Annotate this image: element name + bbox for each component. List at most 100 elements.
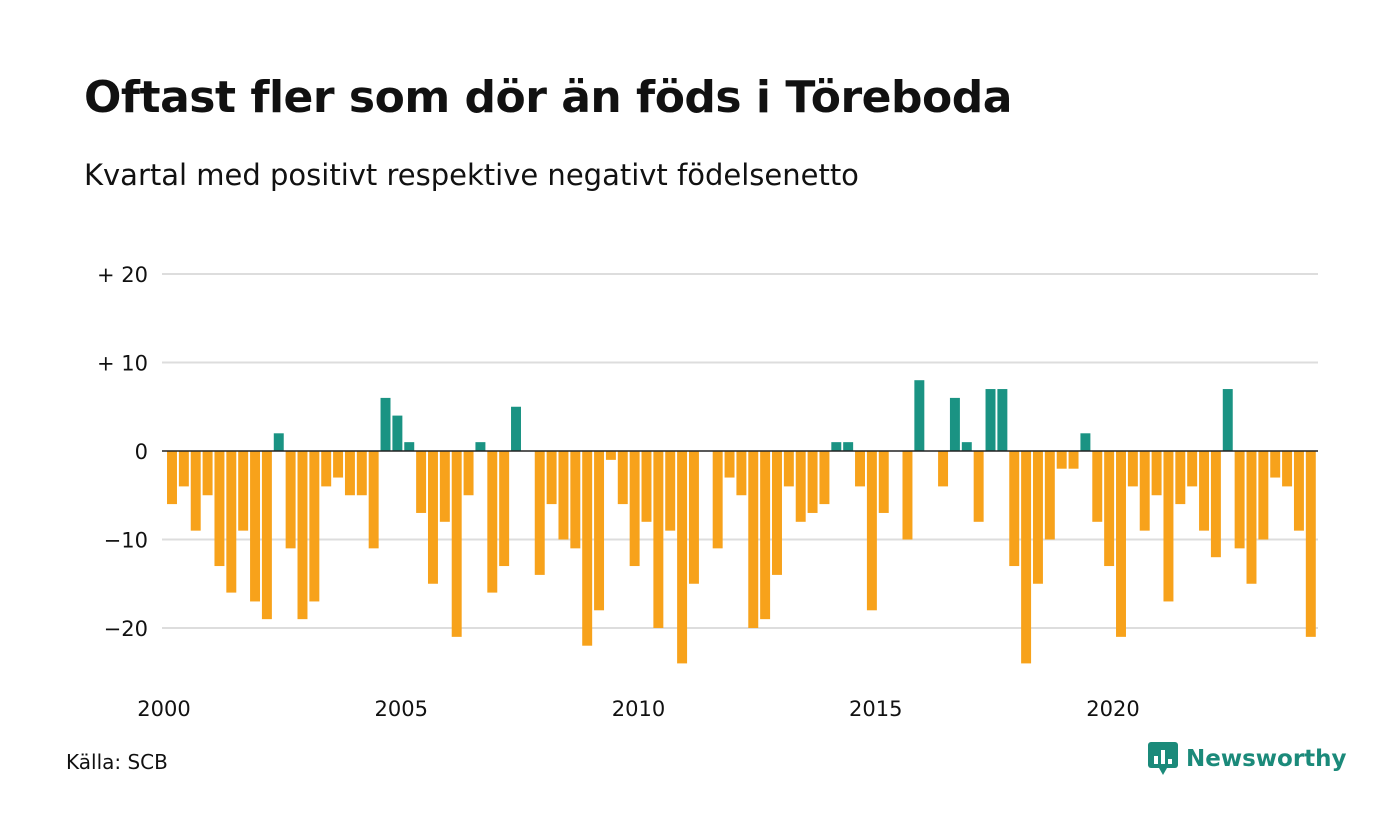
chart-subtitle: Kvartal med positivt respektive negativt…: [84, 158, 859, 192]
bar-negative[interactable]: [1104, 451, 1115, 567]
bar-positive[interactable]: [843, 442, 854, 451]
bar-positive[interactable]: [985, 389, 996, 451]
bar-negative[interactable]: [534, 451, 545, 575]
bar-negative[interactable]: [297, 451, 308, 620]
bar-negative[interactable]: [238, 451, 249, 531]
bar-negative[interactable]: [1151, 451, 1162, 496]
bar-negative[interactable]: [1021, 451, 1032, 664]
bar-negative[interactable]: [356, 451, 367, 496]
bar-negative[interactable]: [712, 451, 723, 549]
bar-negative[interactable]: [558, 451, 569, 540]
bar-negative[interactable]: [1210, 451, 1221, 558]
bar-positive[interactable]: [380, 397, 391, 451]
x-tick-label: 2010: [612, 697, 665, 721]
bar-negative[interactable]: [309, 451, 320, 602]
bar-negative[interactable]: [427, 451, 438, 584]
bar-negative[interactable]: [570, 451, 581, 549]
bar-negative[interactable]: [688, 451, 699, 584]
bar-negative[interactable]: [1032, 451, 1043, 584]
bar-negative[interactable]: [1234, 451, 1245, 549]
bar-negative[interactable]: [1056, 451, 1067, 469]
bar-negative[interactable]: [973, 451, 984, 522]
bar-negative[interactable]: [463, 451, 474, 496]
bar-negative[interactable]: [190, 451, 201, 531]
bar-negative[interactable]: [344, 451, 355, 496]
bar-negative[interactable]: [1068, 451, 1079, 469]
bar-negative[interactable]: [487, 451, 498, 593]
bar-positive[interactable]: [961, 442, 972, 451]
bar-negative[interactable]: [546, 451, 557, 505]
y-tick-label: −10: [104, 529, 148, 553]
bar-negative[interactable]: [202, 451, 213, 496]
bar-positive[interactable]: [949, 397, 960, 451]
bar-negative[interactable]: [178, 451, 189, 487]
bar-negative[interactable]: [214, 451, 225, 567]
bar-negative[interactable]: [736, 451, 747, 496]
bar-negative[interactable]: [724, 451, 735, 478]
bar-positive[interactable]: [914, 380, 925, 451]
bar-negative[interactable]: [878, 451, 889, 513]
bar-negative[interactable]: [1175, 451, 1186, 505]
bar-negative[interactable]: [1044, 451, 1055, 540]
bar-negative[interactable]: [1127, 451, 1138, 487]
bar-negative[interactable]: [1305, 451, 1316, 637]
bar-negative[interactable]: [1293, 451, 1304, 531]
bar-positive[interactable]: [1080, 433, 1091, 451]
bar-negative[interactable]: [783, 451, 794, 487]
bar-negative[interactable]: [1187, 451, 1198, 487]
bar-negative[interactable]: [1092, 451, 1103, 522]
brand-logo[interactable]: Newsworthy: [1148, 742, 1347, 776]
bar-negative[interactable]: [605, 451, 616, 460]
bar-negative[interactable]: [748, 451, 759, 628]
bar-positive[interactable]: [475, 442, 486, 451]
bar-negative[interactable]: [902, 451, 913, 540]
bar-negative[interactable]: [866, 451, 877, 611]
bar-negative[interactable]: [321, 451, 332, 487]
bar-positive[interactable]: [273, 433, 284, 451]
bar-negative[interactable]: [439, 451, 450, 522]
bar-negative[interactable]: [653, 451, 664, 628]
bar-negative[interactable]: [855, 451, 865, 487]
bar-negative[interactable]: [677, 451, 688, 664]
bar-positive[interactable]: [831, 442, 842, 451]
bar-negative[interactable]: [1258, 451, 1269, 540]
bar-negative[interactable]: [594, 451, 605, 611]
bar-negative[interactable]: [629, 451, 640, 567]
bar-negative[interactable]: [1139, 451, 1150, 531]
bar-positive[interactable]: [392, 415, 403, 451]
bar-negative[interactable]: [665, 451, 676, 531]
bar-positive[interactable]: [1222, 389, 1233, 451]
bar-positive[interactable]: [997, 389, 1008, 451]
bar-negative[interactable]: [333, 451, 344, 478]
bar-negative[interactable]: [285, 451, 296, 549]
bar-negative[interactable]: [499, 451, 510, 567]
bar-negative[interactable]: [1270, 451, 1281, 478]
chart-title: Oftast fler som dör än föds i Töreboda: [84, 72, 1012, 123]
y-tick-label: 0: [135, 440, 148, 464]
bar-negative[interactable]: [1009, 451, 1020, 567]
bar-negative[interactable]: [1246, 451, 1257, 584]
bar-negative[interactable]: [582, 451, 593, 646]
bar-negative[interactable]: [451, 451, 462, 637]
bar-negative[interactable]: [819, 451, 830, 505]
bar-negative[interactable]: [938, 451, 949, 487]
bar-negative[interactable]: [760, 451, 771, 620]
bar-negative[interactable]: [1163, 451, 1174, 602]
bar-negative[interactable]: [167, 451, 177, 505]
bar-negative[interactable]: [795, 451, 806, 522]
bar-positive[interactable]: [404, 442, 415, 451]
bar-negative[interactable]: [807, 451, 818, 513]
bar-negative[interactable]: [1199, 451, 1210, 531]
bar-negative[interactable]: [1116, 451, 1126, 637]
bar-negative[interactable]: [416, 451, 427, 513]
bar-negative[interactable]: [261, 451, 272, 620]
bar-negative[interactable]: [641, 451, 652, 522]
bar-negative[interactable]: [250, 451, 261, 602]
bar-positive[interactable]: [511, 406, 521, 451]
bar-negative[interactable]: [1282, 451, 1293, 487]
bar-negative[interactable]: [226, 451, 237, 593]
bar-negative[interactable]: [368, 451, 379, 549]
bar-negative[interactable]: [772, 451, 782, 575]
bar-negative[interactable]: [617, 451, 628, 505]
